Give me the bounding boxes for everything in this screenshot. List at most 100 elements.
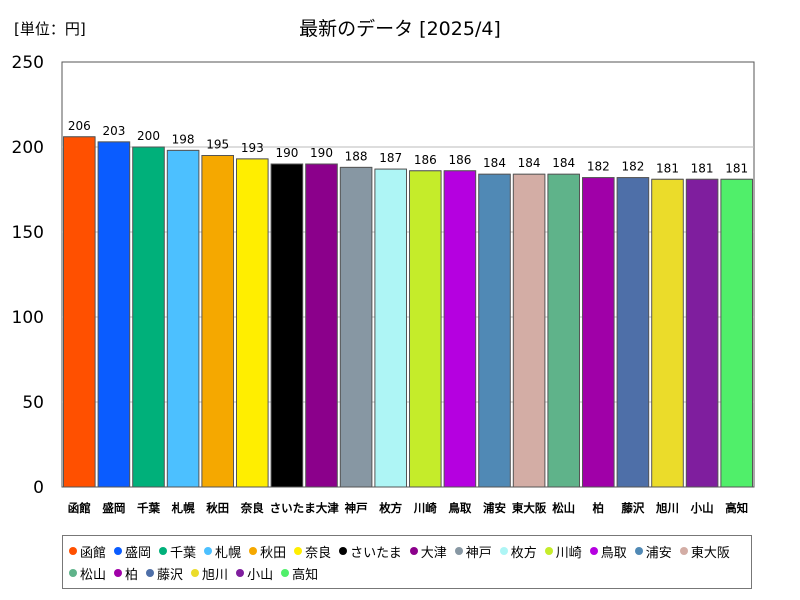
- legend-marker: [634, 547, 643, 555]
- bar: [478, 173, 511, 488]
- y-tick-label: 100: [12, 308, 44, 328]
- legend-marker: [409, 547, 418, 555]
- bar: [443, 170, 477, 488]
- x-tick-label: 浦安: [483, 501, 506, 515]
- data-label: 186: [448, 153, 471, 167]
- data-label: 181: [656, 161, 679, 175]
- data-label: 181: [691, 161, 714, 175]
- x-tick-label: さいた: [270, 501, 305, 515]
- bar: [63, 136, 96, 488]
- legend-marker: [69, 569, 77, 577]
- legend-label: 東大阪: [690, 545, 730, 561]
- bar-chart: 0 50 100 150 200 250 206 函館 203 盛岡 200 千葉 198 札幌 195 秋田…: [12, 53, 755, 515]
- data-label: 187: [379, 151, 402, 165]
- x-tick-label: 小山: [690, 501, 714, 515]
- data-label: 181: [725, 161, 748, 175]
- legend-label: 柏: [125, 567, 139, 583]
- bar: [582, 177, 615, 488]
- legend-item: 函館: [69, 540, 106, 562]
- legend-label: 盛岡: [125, 545, 152, 561]
- x-tick-label: 枚方: [379, 501, 402, 515]
- unit-label: [単位：円]: [14, 20, 86, 38]
- bar: [685, 178, 719, 488]
- legend-item: 千葉: [159, 540, 196, 562]
- data-label: 200: [137, 129, 160, 143]
- legend-item: 大津: [409, 540, 447, 562]
- legend-item: 東大阪: [679, 540, 730, 562]
- data-label: 184: [483, 156, 506, 170]
- x-tick-label: 高知: [725, 501, 748, 515]
- legend-label: 高知: [292, 567, 319, 583]
- bar: [201, 155, 234, 488]
- legend-label: 大津: [420, 545, 447, 561]
- legend-marker: [249, 547, 258, 555]
- data-label: 184: [552, 156, 575, 170]
- data-label: 182: [587, 160, 610, 174]
- legend-item: 旭川: [191, 562, 228, 584]
- legend-label: 函館: [80, 545, 107, 561]
- legend-marker: [114, 547, 123, 555]
- legend-marker: [544, 547, 553, 555]
- bar: [720, 178, 754, 488]
- legend-marker: [294, 547, 303, 555]
- x-tick-label: 松山: [552, 501, 575, 515]
- bar: [374, 168, 407, 488]
- x-tick-label: 東大阪: [512, 501, 547, 515]
- legend-marker: [339, 547, 348, 555]
- data-label: 190: [275, 146, 298, 160]
- data-label: 184: [518, 156, 541, 170]
- bar: [166, 149, 200, 488]
- legend-item: 枚方: [499, 540, 537, 562]
- x-tick-label: 柏: [593, 501, 605, 515]
- legend-label: 川崎: [555, 545, 582, 561]
- data-label: 195: [206, 138, 229, 152]
- plot-area: [61, 61, 755, 488]
- legend-marker: [69, 547, 77, 555]
- x-tick-label: 奈良: [240, 501, 264, 515]
- legend-item: 川崎: [544, 540, 582, 562]
- legend-marker: [236, 569, 245, 577]
- legend-label: 藤沢: [157, 567, 184, 583]
- legend-label: 千葉: [170, 545, 197, 561]
- x-tick-label: 神戸: [345, 501, 368, 515]
- x-tick-label: 旭川: [655, 501, 679, 515]
- legend-item: 奈良: [294, 540, 331, 562]
- legend-marker: [191, 569, 200, 577]
- bar: [512, 173, 546, 488]
- legend-item: 松山: [69, 562, 106, 584]
- chart-title: 最新のデータ [2025/4]: [299, 18, 501, 40]
- legend-marker: [159, 547, 168, 555]
- legend-item: 鳥取: [589, 540, 627, 562]
- legend-label: 鳥取: [600, 545, 627, 561]
- data-label: 188: [345, 149, 368, 163]
- legend-marker: [146, 569, 155, 577]
- x-tick-label: 川崎: [413, 501, 437, 515]
- bar: [305, 163, 338, 488]
- legend-marker: [589, 547, 598, 555]
- x-tick-label: ま大津: [304, 501, 339, 515]
- legend-label: 浦安: [645, 545, 672, 561]
- legend-marker: [679, 547, 688, 555]
- legend-label: 小山: [247, 567, 274, 583]
- legend-item: 神戸: [454, 540, 492, 562]
- legend-item: 札幌: [204, 540, 241, 562]
- legend-item: 高知: [281, 562, 318, 584]
- legend-label: 松山: [80, 567, 107, 583]
- legend-label: 神戸: [465, 545, 492, 561]
- legend-item: 秋田: [249, 540, 286, 562]
- data-label: 186: [414, 153, 437, 167]
- legend-item: 藤沢: [146, 562, 183, 584]
- legend-marker: [454, 547, 463, 555]
- data-label: 203: [102, 124, 125, 138]
- data-label: 198: [172, 132, 195, 146]
- legend-item: 小山: [236, 562, 273, 584]
- legend-label: さいたま: [350, 545, 402, 561]
- x-tick-label: 千葉: [137, 501, 160, 515]
- legend-item: 浦安: [634, 540, 672, 562]
- x-tick-label: 藤沢: [621, 501, 644, 515]
- data-label: 182: [621, 160, 644, 174]
- bar: [651, 178, 684, 488]
- y-tick-label: 0: [33, 478, 44, 498]
- x-tick-label: 札幌: [171, 501, 195, 515]
- legend-item: 盛岡: [114, 540, 151, 562]
